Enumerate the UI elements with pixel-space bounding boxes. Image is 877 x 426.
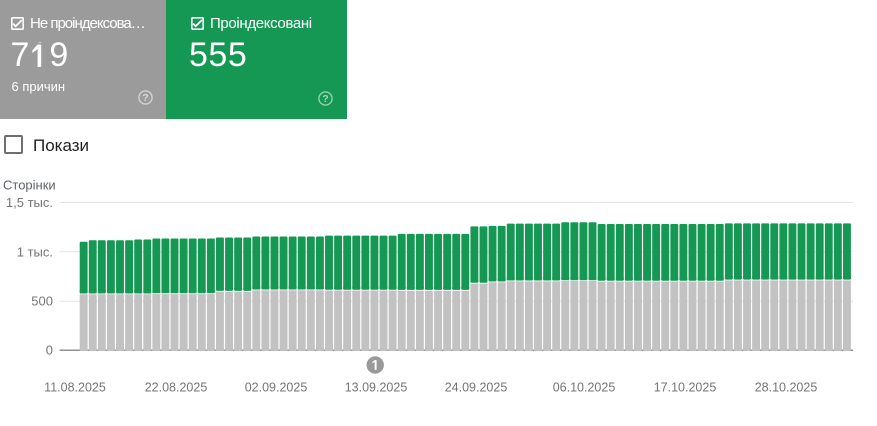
svg-text:500: 500 [31, 294, 53, 309]
svg-text:02.09.2025: 02.09.2025 [245, 381, 308, 395]
svg-text:13.09.2025: 13.09.2025 [345, 381, 408, 395]
svg-text:22.08.2025: 22.08.2025 [145, 381, 208, 395]
svg-text:24.09.2025: 24.09.2025 [445, 381, 508, 395]
svg-text:17.10.2025: 17.10.2025 [654, 381, 717, 395]
svg-text:Сторінки: Сторінки [3, 178, 56, 193]
svg-text:?: ? [142, 92, 148, 104]
svg-text:11.08.2025: 11.08.2025 [44, 381, 106, 395]
svg-text:?: ? [322, 93, 328, 105]
svg-text:1,5 тыс.: 1,5 тыс. [6, 195, 53, 210]
svg-text:1 тыс.: 1 тыс. [17, 244, 53, 259]
svg-text:0: 0 [46, 343, 53, 358]
svg-text:06.10.2025: 06.10.2025 [553, 381, 616, 395]
svg-text:28.10.2025: 28.10.2025 [755, 381, 818, 395]
